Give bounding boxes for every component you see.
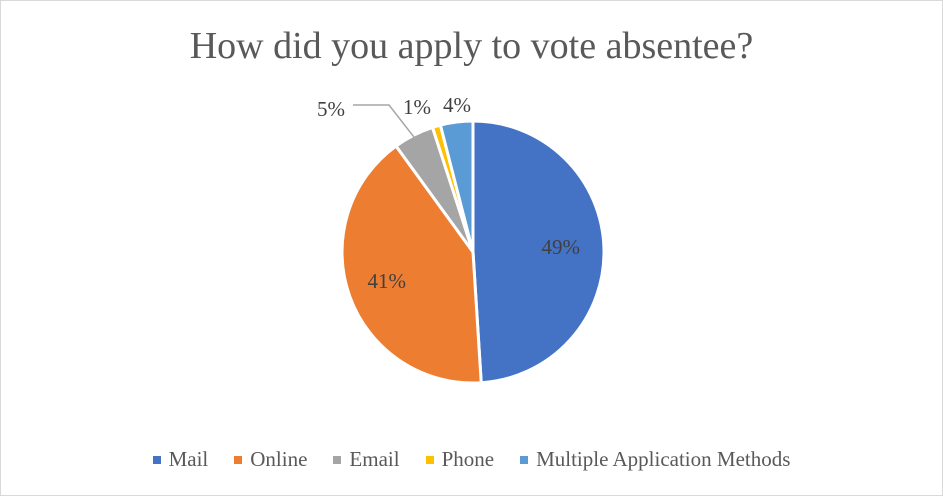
legend-label-online: Online — [250, 447, 308, 471]
legend-swatch-email — [333, 455, 342, 464]
data-label-email: 5% — [317, 97, 345, 121]
data-label-mail: 49% — [541, 235, 580, 259]
legend-item-email: Email — [333, 447, 400, 472]
legend-item-multiple-application-methods: Multiple Application Methods — [520, 447, 790, 472]
legend-item-phone: Phone — [425, 447, 495, 472]
legend-label-mail: Mail — [168, 447, 209, 471]
legend-label-phone: Phone — [441, 447, 495, 471]
legend-swatch-mail — [152, 455, 161, 464]
pie-slice-online — [340, 143, 483, 385]
legend-swatch-phone — [425, 455, 434, 464]
legend-item-mail: Mail — [152, 447, 209, 472]
legend-item-online: Online — [234, 447, 307, 472]
data-label-phone: 1% — [403, 95, 431, 119]
pie-slice-mail — [471, 119, 606, 385]
chart-legend: Mail Online Email Phone Multiple Application… — [1, 447, 942, 472]
pie-slice-multiple-application-methods — [438, 119, 475, 253]
legend-label-email: Email — [349, 447, 400, 471]
data-label-multiple-application-methods: 4% — [443, 93, 471, 117]
leader-line-email — [353, 104, 416, 140]
legend-label-multiple-application-methods: Multiple Application Methods — [536, 447, 791, 471]
legend-swatch-multiple-application-methods — [520, 455, 529, 464]
pie-chart: 49% 41% 5% 1% 4% — [317, 93, 606, 385]
legend-swatch-online — [234, 455, 243, 464]
data-label-online: 41% — [367, 269, 406, 293]
chart-title: How did you apply to vote absentee? — [189, 25, 754, 67]
